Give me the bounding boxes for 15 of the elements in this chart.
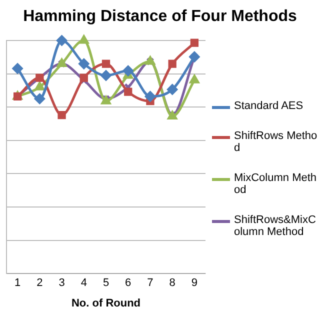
legend-label: ShiftRows Method — [234, 130, 318, 154]
x-tick-label: 6 — [125, 277, 132, 290]
x-tick-label: 7 — [147, 277, 154, 290]
x-tick-label: 4 — [80, 277, 87, 290]
chart-title: Hamming Distance of Four Methods — [22, 8, 298, 26]
x-tick-label: 8 — [169, 277, 176, 290]
legend-label: ShiftRows&MixColumn Method — [234, 214, 317, 238]
x-tick-label: 3 — [58, 277, 65, 290]
legend-label: Standard AES — [234, 100, 304, 112]
x-axis-title: No. of Round — [71, 297, 141, 310]
x-tick-label: 9 — [191, 277, 198, 290]
x-tick-label: 5 — [102, 277, 110, 290]
x-tick-label: 1 — [14, 277, 21, 290]
x-tick-label: 2 — [36, 277, 43, 290]
legend-label: MixColumn Method — [234, 172, 318, 196]
